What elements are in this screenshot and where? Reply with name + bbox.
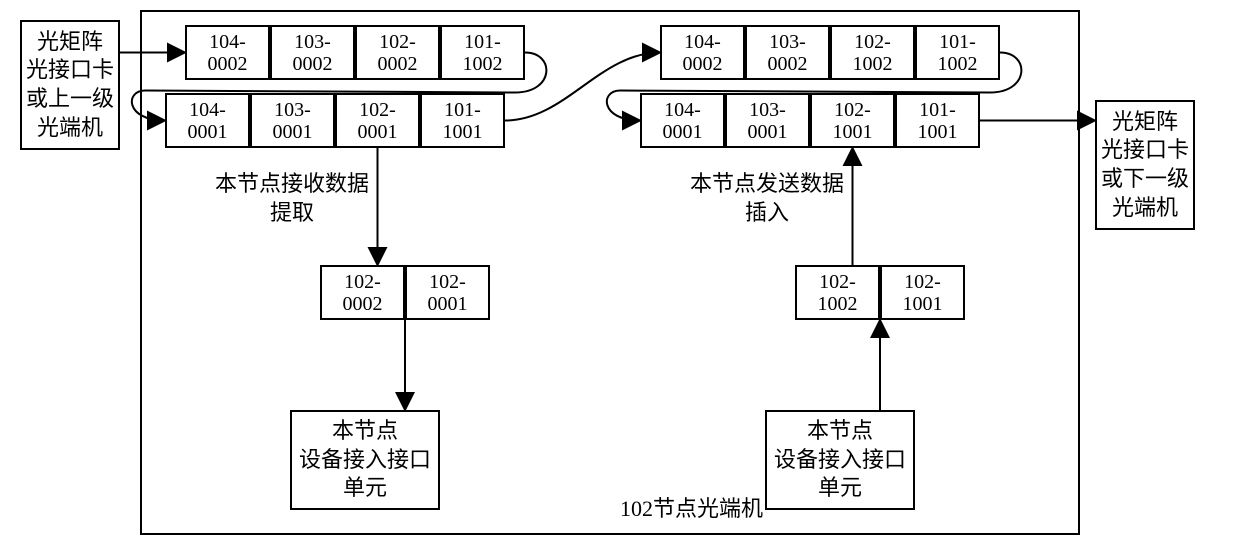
bottom-right-l1: 本节点 (807, 417, 873, 446)
left-label-l1: 本节点接收数据 (215, 170, 369, 199)
left-external-box: 光矩阵 光接口卡 或上一级 光端机 (20, 20, 120, 150)
bottom-right-box: 本节点 设备接入接口 单元 (765, 410, 915, 510)
bottom-left-l2: 设备接入接口 (299, 446, 431, 475)
right-label: 本节点发送数据 插入 (690, 170, 844, 227)
left-box-l1: 光矩阵 (37, 28, 103, 57)
right-external-box: 光矩阵 光接口卡 或下一级 光端机 (1095, 100, 1195, 230)
left-box-l4: 光端机 (37, 114, 103, 143)
right-box-l1: 光矩阵 (1112, 108, 1178, 137)
right-bottom-cell-2: 102-1001 (810, 93, 895, 148)
right-box-l2: 光接口卡 (1101, 136, 1189, 165)
left-bottom-cell-1: 103-0001 (250, 93, 335, 148)
right-top-cell-2: 102-1002 (830, 25, 915, 80)
left-label-l2: 提取 (215, 199, 369, 228)
bottom-right-l3: 单元 (818, 474, 862, 503)
right-box-l3: 或下一级 (1101, 165, 1189, 194)
left-top-cell-0: 104-0002 (185, 25, 270, 80)
mid-left-cell-1: 102-0001 (405, 265, 490, 320)
left-bottom-cell-2: 102-0001 (335, 93, 420, 148)
mid-right-cell-0: 102-1002 (795, 265, 880, 320)
right-bottom-cell-1: 103-0001 (725, 93, 810, 148)
right-top-cell-3: 101-1002 (915, 25, 1000, 80)
left-bottom-cell-3: 101-1001 (420, 93, 505, 148)
right-bottom-cell-0: 104-0001 (640, 93, 725, 148)
bottom-left-l3: 单元 (343, 474, 387, 503)
right-top-cell-0: 104-0002 (660, 25, 745, 80)
left-top-cell-3: 101-1002 (440, 25, 525, 80)
left-box-l2: 光接口卡 (26, 56, 114, 85)
bottom-right-l2: 设备接入接口 (774, 446, 906, 475)
bottom-left-box: 本节点 设备接入接口 单元 (290, 410, 440, 510)
main-frame-label: 102节点光端机 (620, 495, 763, 524)
bottom-left-l1: 本节点 (332, 417, 398, 446)
right-label-l1: 本节点发送数据 (690, 170, 844, 199)
right-top-cell-1: 103-0002 (745, 25, 830, 80)
left-bottom-cell-0: 104-0001 (165, 93, 250, 148)
mid-left-cell-0: 102-0002 (320, 265, 405, 320)
right-bottom-cell-3: 101-1001 (895, 93, 980, 148)
left-label: 本节点接收数据 提取 (215, 170, 369, 227)
left-box-l3: 或上一级 (26, 85, 114, 114)
right-box-l4: 光端机 (1112, 194, 1178, 223)
right-label-l2: 插入 (690, 199, 844, 228)
left-top-cell-1: 103-0002 (270, 25, 355, 80)
mid-right-cell-1: 102-1001 (880, 265, 965, 320)
left-top-cell-2: 102-0002 (355, 25, 440, 80)
